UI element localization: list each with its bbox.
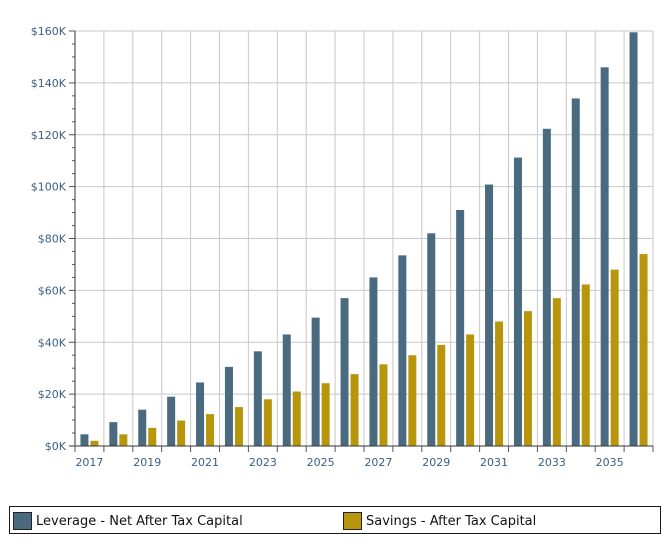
bar-leverage xyxy=(196,382,205,446)
bar-savings xyxy=(234,407,243,446)
bar-leverage xyxy=(513,157,522,446)
bar-leverage xyxy=(398,255,407,446)
bar-savings xyxy=(437,344,446,446)
bar-leverage xyxy=(629,32,638,446)
x-tick-label: 2025 xyxy=(307,456,335,469)
bar-savings xyxy=(177,420,186,446)
legend: Leverage - Net After Tax Capital Savings… xyxy=(9,506,661,534)
y-tick-label: $120K xyxy=(31,129,67,142)
y-tick-label: $100K xyxy=(31,181,67,194)
y-tick-label: $40K xyxy=(38,336,67,349)
x-tick-label: 2033 xyxy=(538,456,566,469)
legend-swatch-savings xyxy=(343,512,362,530)
x-tick-label: 2031 xyxy=(480,456,508,469)
bar-leverage xyxy=(138,409,147,446)
x-tick-label: 2035 xyxy=(596,456,624,469)
bar-savings xyxy=(321,383,330,446)
bar-savings xyxy=(90,440,99,446)
y-tick-label: $20K xyxy=(38,388,67,401)
y-tick-label: $60K xyxy=(38,284,67,297)
y-tick-label: $160K xyxy=(31,25,67,38)
bar-savings xyxy=(379,364,388,446)
x-tick-label: 2023 xyxy=(249,456,277,469)
legend-item-leverage: Leverage - Net After Tax Capital xyxy=(13,512,243,530)
bar-leverage xyxy=(340,298,349,446)
legend-label-savings: Savings - After Tax Capital xyxy=(366,513,537,529)
bar-savings xyxy=(495,321,504,446)
bar-savings xyxy=(206,414,215,446)
bar-leverage xyxy=(109,422,118,446)
legend-swatch-leverage xyxy=(13,512,32,530)
y-tick-label: $80K xyxy=(38,233,67,246)
bar-leverage xyxy=(600,67,609,446)
x-tick-label: 2021 xyxy=(191,456,219,469)
bar-savings xyxy=(263,399,272,446)
bar-savings xyxy=(148,427,157,446)
bar-savings xyxy=(552,298,561,446)
x-tick-label: 2017 xyxy=(75,456,103,469)
bar-savings xyxy=(639,254,648,446)
x-tick-label: 2027 xyxy=(364,456,392,469)
bar-savings xyxy=(610,269,619,446)
bar-savings xyxy=(581,284,590,446)
bar-savings xyxy=(466,334,475,446)
bar-leverage xyxy=(167,396,176,446)
bar-leverage xyxy=(253,351,262,446)
y-tick-label: $140K xyxy=(31,77,67,90)
bar-leverage xyxy=(282,334,291,446)
bar-leverage xyxy=(571,98,580,446)
bar-savings xyxy=(119,434,128,446)
bar-leverage xyxy=(456,209,465,446)
bar-savings xyxy=(292,391,301,446)
bar-savings xyxy=(523,311,532,446)
bar-chart: $0K $20K $40K $60K $80K $100K $120K $140K $160K 2… xyxy=(31,25,654,469)
bar-leverage xyxy=(485,184,494,447)
bar-leverage xyxy=(224,366,233,446)
x-tick-label: 2019 xyxy=(133,456,161,469)
bar-leverage xyxy=(427,233,436,446)
bar-savings xyxy=(408,355,417,446)
bar-leverage xyxy=(80,434,89,446)
x-tick-label: 2029 xyxy=(422,456,450,469)
legend-item-savings: Savings - After Tax Capital xyxy=(343,512,536,530)
y-tick-label: $0K xyxy=(45,440,67,453)
bar-savings xyxy=(350,374,359,446)
bar-leverage xyxy=(311,317,320,446)
bar-leverage xyxy=(542,128,551,447)
bar-leverage xyxy=(369,277,378,446)
legend-label-leverage: Leverage - Net After Tax Capital xyxy=(36,513,243,529)
chart-area: $0K $20K $40K $60K $80K $100K $120K $140K $160K 2… xyxy=(31,25,654,469)
